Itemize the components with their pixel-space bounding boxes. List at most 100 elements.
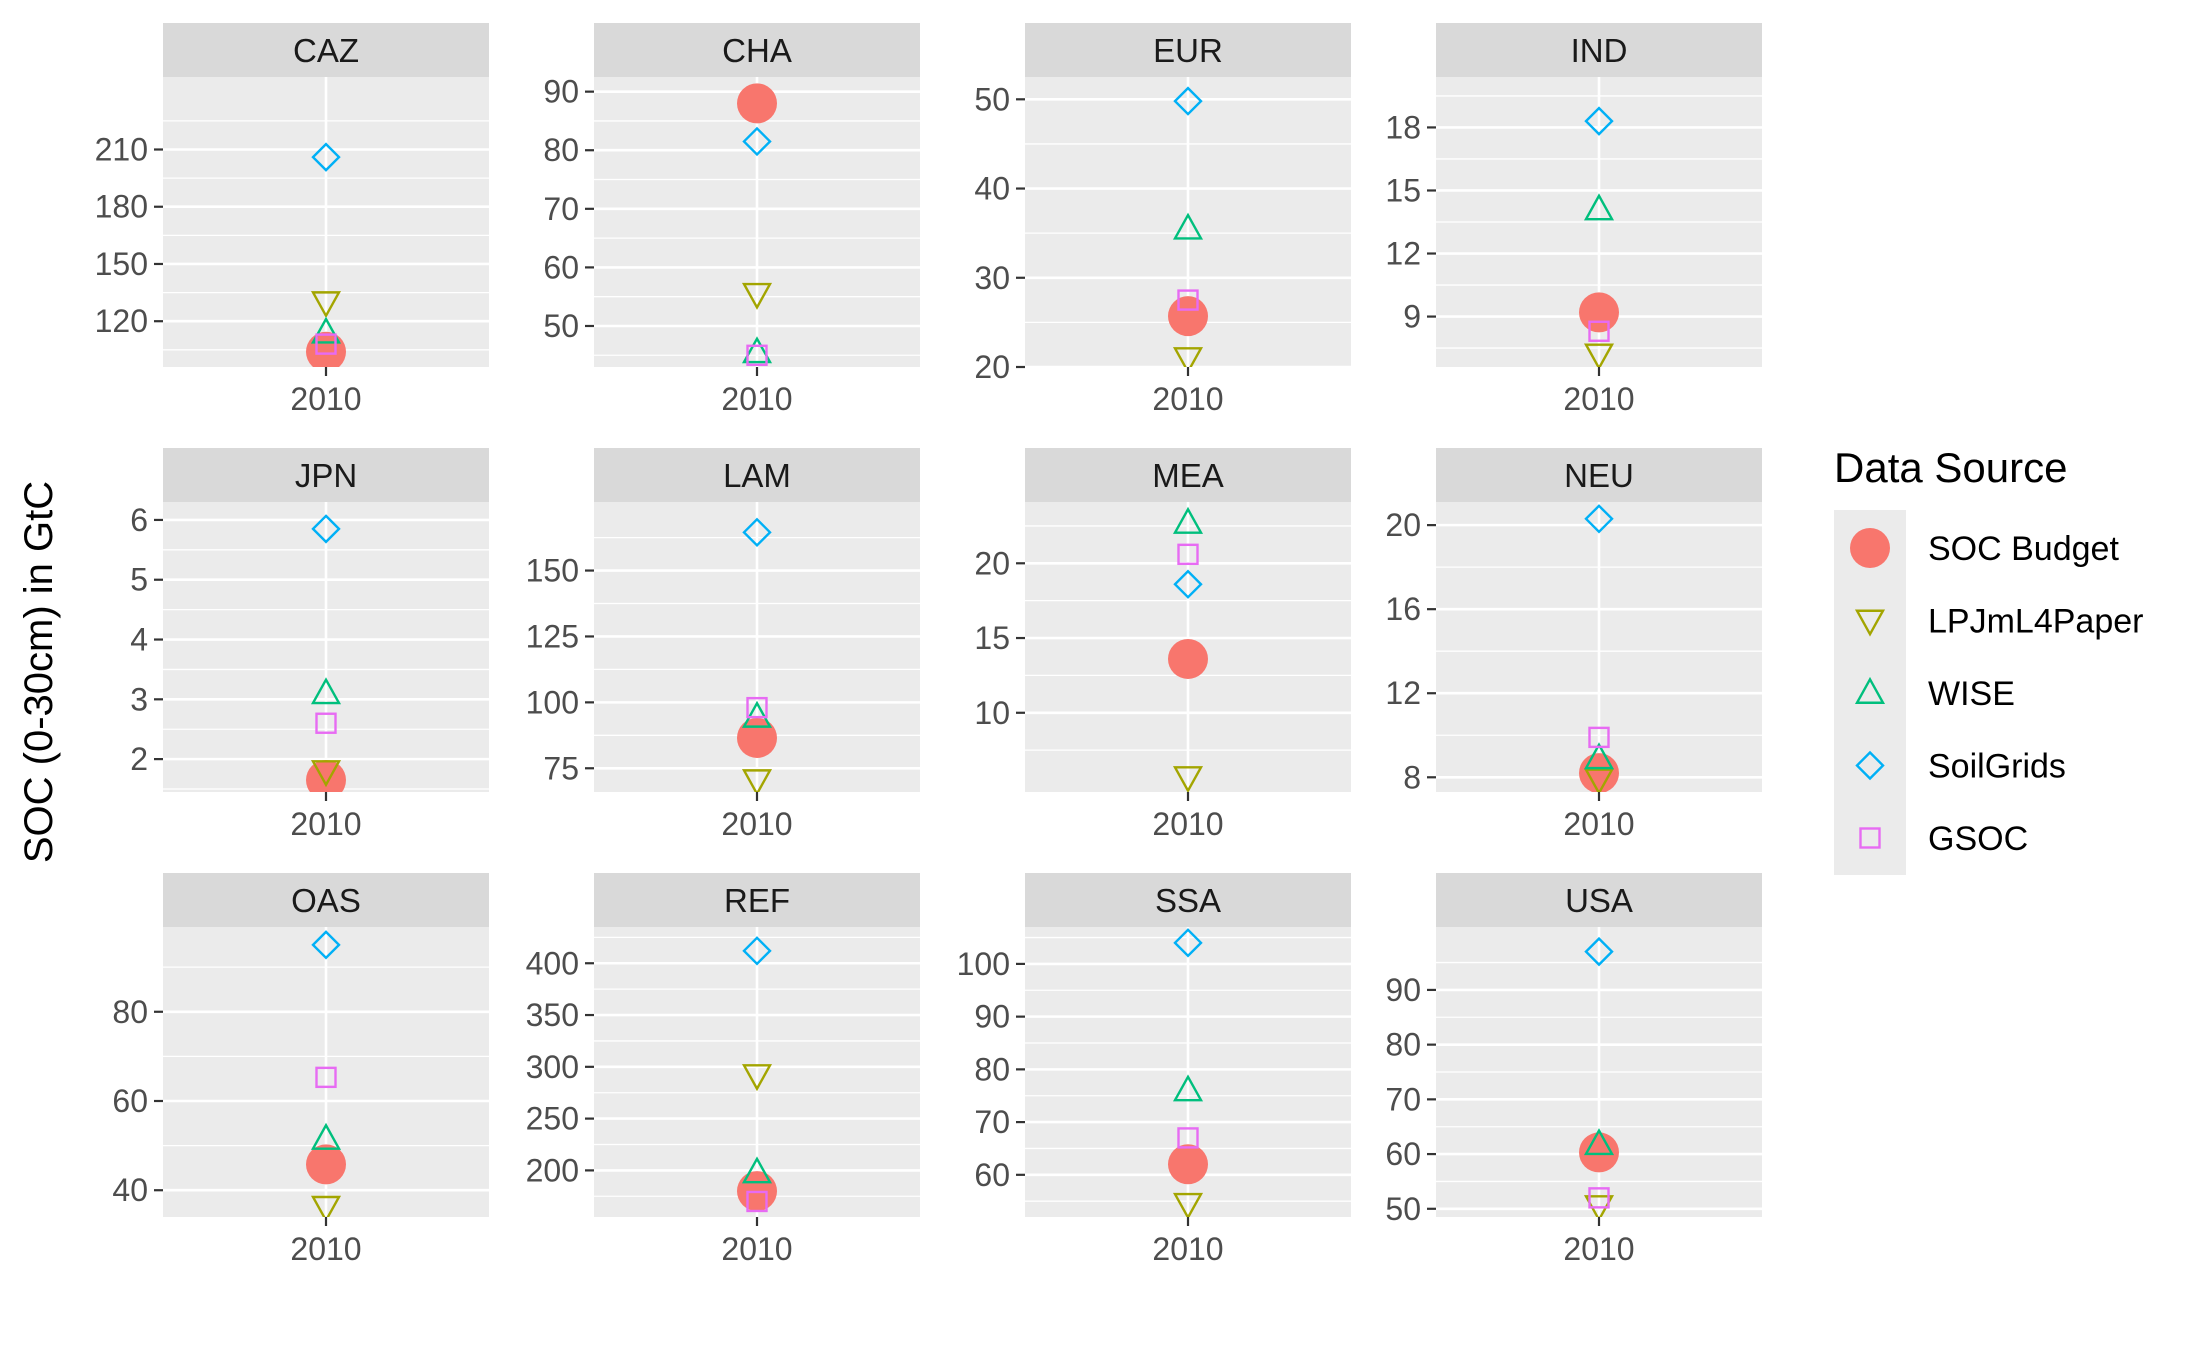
- point-lpjml4paper: [1583, 768, 1615, 792]
- data-points: [306, 514, 346, 792]
- point-soilgrids: [742, 126, 772, 157]
- y-tick-label: 250: [526, 1101, 579, 1137]
- point-soilgrids: [1173, 86, 1203, 116]
- point-lpjml4paper: [310, 291, 342, 319]
- facet-strip: [163, 873, 489, 927]
- legend-item: SoilGrids: [1855, 748, 2066, 786]
- point-soilgrids: [1173, 569, 1203, 599]
- y-tick-label: 120: [95, 303, 148, 339]
- point-soc-budget: [737, 717, 777, 758]
- facet-strip: [1436, 448, 1762, 502]
- y-tick-label: 60: [112, 1083, 148, 1119]
- point-lpjml4paper: [1172, 347, 1204, 367]
- point-lpjml4paper: [741, 282, 773, 310]
- y-tick-label: 80: [974, 1051, 1010, 1087]
- y-tick-label: 16: [1385, 591, 1421, 627]
- y-tick-label: 60: [974, 1157, 1010, 1193]
- point-gsoc: [1588, 726, 1610, 749]
- x-tick-label: 2010: [1152, 806, 1223, 842]
- facet-strip-label: EUR: [1153, 32, 1223, 69]
- data-points: [1168, 86, 1208, 367]
- point-soilgrids: [742, 936, 772, 966]
- facet-strip-label: JPN: [295, 457, 357, 494]
- panel-ind: IND 9 12 15 18 2010: [1385, 23, 1762, 417]
- y-tick-label: 30: [974, 260, 1010, 296]
- point-wise: [1172, 506, 1204, 534]
- y-tick-label: 6: [130, 502, 148, 538]
- point-soc-budget: [306, 1144, 346, 1185]
- panel-lam: LAM 75 100 125 150 2010: [526, 448, 920, 842]
- y-tick-label: 20: [974, 545, 1010, 581]
- legend-items: SOC Budget LPJmL4Paper WISE SoilGrids GSOC: [1850, 528, 2143, 858]
- x-tick-label: 2010: [721, 806, 792, 842]
- facet-strip: [1025, 873, 1351, 927]
- point-soc-budget: [306, 331, 346, 367]
- data-points: [1579, 106, 1619, 367]
- point-wise: [741, 700, 773, 728]
- point-lpjml4paper: [1583, 343, 1615, 367]
- y-tick-label: 75: [543, 750, 579, 786]
- legend-item: SOC Budget: [1850, 528, 2119, 568]
- y-tick-label: 100: [526, 684, 579, 720]
- point-wise: [310, 1122, 342, 1150]
- point-gsoc: [1588, 320, 1610, 342]
- point-soc-budget: [1168, 638, 1208, 679]
- point-soc-budget: [737, 83, 777, 124]
- x-tick-label: 2010: [1563, 1231, 1634, 1267]
- legend-title: Data Source: [1834, 444, 2067, 491]
- y-axis-title: SOC (0-30cm) in GtC: [17, 481, 61, 863]
- facet-panels: CAZ1201501802102010CHA50607080902010EUR2…: [95, 23, 1762, 1267]
- y-tick-label: 180: [95, 189, 148, 225]
- y-tick-label: 40: [112, 1172, 148, 1208]
- y-tick-label: 125: [526, 618, 579, 654]
- point-gsoc: [746, 344, 768, 366]
- legend-key-soilgrids: [1855, 750, 1885, 781]
- y-tick-label: 12: [1385, 236, 1421, 272]
- facet-strip-label: REF: [724, 882, 790, 919]
- facet-strip-label: MEA: [1152, 457, 1224, 494]
- y-tick-label: 3: [130, 681, 148, 717]
- facet-strip-label: OAS: [291, 882, 361, 919]
- point-soc-budget: [1579, 292, 1619, 333]
- point-soc-budget: [1168, 1144, 1208, 1185]
- point-wise: [1583, 1128, 1615, 1156]
- facet-strip: [1025, 23, 1351, 77]
- y-tick-label: 70: [1385, 1081, 1421, 1117]
- point-soilgrids: [1173, 928, 1203, 958]
- point-soc-budget: [1579, 1132, 1619, 1173]
- point-gsoc: [746, 696, 768, 719]
- legend-label: SOC Budget: [1928, 530, 2119, 568]
- y-tick-label: 90: [974, 999, 1010, 1035]
- panel-neu: NEU 8 12 16 20 2010: [1385, 448, 1762, 842]
- data-points: [306, 930, 346, 1217]
- legend-key-lpjml4paper: [1854, 609, 1886, 637]
- panel-eur: EUR 20 30 40 50 2010: [974, 23, 1351, 417]
- x-tick-label: 2010: [290, 1231, 361, 1267]
- point-gsoc: [1177, 1127, 1199, 1149]
- point-gsoc: [1177, 289, 1199, 311]
- legend-item: GSOC: [1859, 820, 2028, 858]
- x-tick-label: 2010: [1563, 381, 1634, 417]
- point-wise: [310, 316, 342, 344]
- facet-strip: [1436, 23, 1762, 77]
- legend-key-background: [1834, 510, 1906, 875]
- x-tick-label: 2010: [1563, 806, 1634, 842]
- point-wise: [1583, 193, 1615, 221]
- legend-label: SoilGrids: [1928, 748, 2066, 786]
- point-gsoc: [1177, 543, 1199, 566]
- y-tick-label: 80: [543, 132, 579, 168]
- x-tick-label: 2010: [290, 806, 361, 842]
- y-tick-label: 150: [95, 246, 148, 282]
- panel-oas: OAS 40 60 80 2010: [112, 873, 489, 1267]
- y-tick-label: 50: [543, 308, 579, 344]
- data-points: [1579, 504, 1619, 792]
- legend: Data Source SOC Budget LPJmL4Paper WISE Soi…: [1834, 444, 2143, 875]
- y-tick-label: 70: [543, 191, 579, 227]
- y-tick-label: 50: [974, 81, 1010, 117]
- y-tick-label: 90: [543, 74, 579, 110]
- y-tick-label: 9: [1403, 299, 1421, 335]
- facet-strip-label: NEU: [1564, 457, 1634, 494]
- y-tick-label: 200: [526, 1152, 579, 1188]
- y-tick-label: 20: [974, 349, 1010, 385]
- facet-strip-label: CAZ: [293, 32, 359, 69]
